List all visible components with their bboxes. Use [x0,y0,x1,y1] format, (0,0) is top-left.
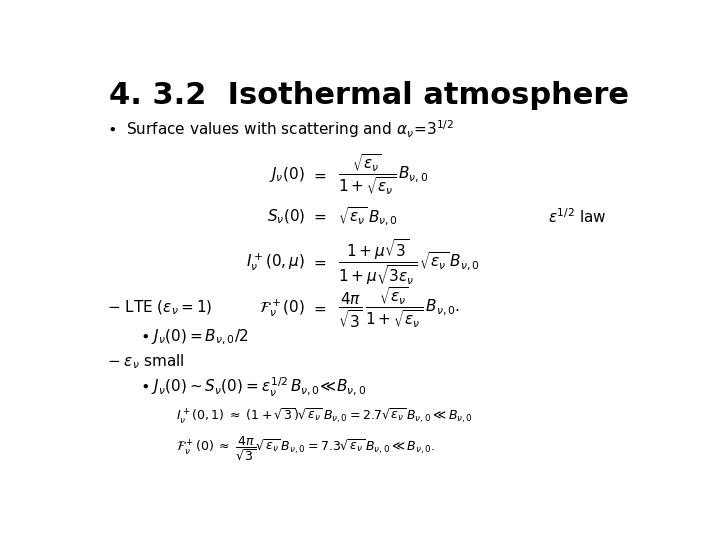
Text: $S_\nu(0)$: $S_\nu(0)$ [266,207,305,226]
Text: $-\;\varepsilon_\nu$ small: $-\;\varepsilon_\nu$ small [107,353,184,372]
Text: $I^+_\nu(0,1)\;\approx\;(1+\sqrt{3})\sqrt{\varepsilon_\nu}\,B_{\nu,0} = 2.7\sqrt: $I^+_\nu(0,1)\;\approx\;(1+\sqrt{3})\sqr… [176,407,474,426]
Text: $I^+_\nu(0,\mu)$: $I^+_\nu(0,\mu)$ [246,252,305,273]
Text: $\dfrac{4\pi}{\sqrt{3}}\,\dfrac{\sqrt{\varepsilon_\nu}}{1+\sqrt{\varepsilon_\nu}: $\dfrac{4\pi}{\sqrt{3}}\,\dfrac{\sqrt{\v… [338,286,460,330]
Text: $\sqrt{\varepsilon_\nu}\,B_{\nu,0}$: $\sqrt{\varepsilon_\nu}\,B_{\nu,0}$ [338,205,398,228]
Text: $\bullet\;J_\nu(0) = B_{\nu,0}/2$: $\bullet\;J_\nu(0) = B_{\nu,0}/2$ [140,327,249,347]
Text: $=$: $=$ [311,301,327,315]
Text: $-$ LTE ($\varepsilon_\nu = 1$): $-$ LTE ($\varepsilon_\nu = 1$) [107,299,212,317]
Text: $\mathcal{F}^+_\nu(0)$: $\mathcal{F}^+_\nu(0)$ [259,297,305,319]
Text: $\bullet$  Surface values with scattering and $\alpha_\nu\!=\!3^{1/2}$: $\bullet$ Surface values with scattering… [107,118,454,140]
Text: $\mathcal{F}^+_\nu(0)\;\approx\;\dfrac{4\pi}{\sqrt{3}}\sqrt{\varepsilon_\nu}\,B_: $\mathcal{F}^+_\nu(0)\;\approx\;\dfrac{4… [176,435,436,463]
Text: $=$: $=$ [311,255,327,270]
Text: 4. 3.2  Isothermal atmosphere: 4. 3.2 Isothermal atmosphere [109,82,629,111]
Text: $=$: $=$ [311,209,327,224]
Text: $\bullet\;J_\nu(0)\sim S_\nu(0) = \varepsilon_\nu^{1/2}\,B_{\nu,0}\!\ll\! B_{\nu: $\bullet\;J_\nu(0)\sim S_\nu(0) = \varep… [140,375,366,399]
Text: $\dfrac{1+\mu\sqrt{3}}{1+\mu\sqrt{3\varepsilon_\nu}}\,\sqrt{\varepsilon_\nu}\,B_: $\dfrac{1+\mu\sqrt{3}}{1+\mu\sqrt{3\vare… [338,238,480,287]
Text: $J_\nu(0)$: $J_\nu(0)$ [269,165,305,185]
Text: $=$: $=$ [311,167,327,183]
Text: $\dfrac{\sqrt{\varepsilon_\nu}}{1+\sqrt{\varepsilon_\nu}}\,B_{\nu,0}$: $\dfrac{\sqrt{\varepsilon_\nu}}{1+\sqrt{… [338,153,428,197]
Text: $\varepsilon^{1/2}$ law: $\varepsilon^{1/2}$ law [547,207,606,226]
